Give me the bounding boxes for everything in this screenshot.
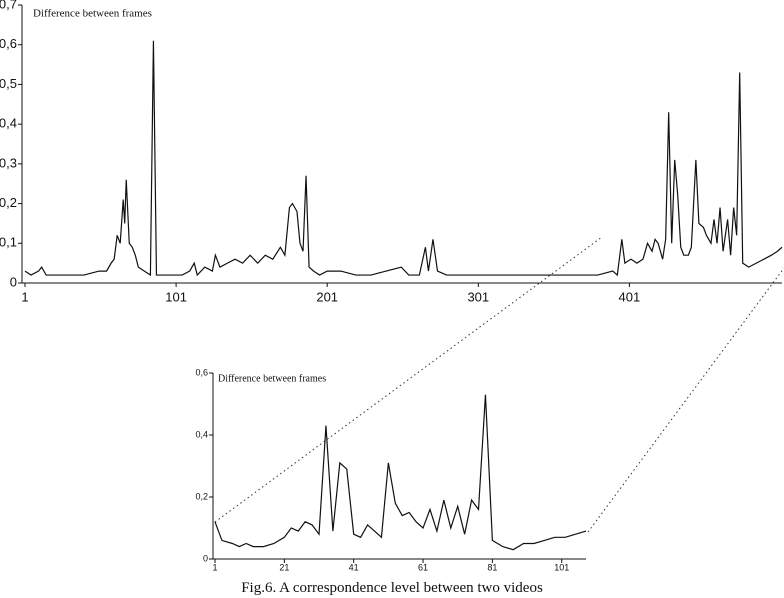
data-line	[24, 40, 783, 277]
x-tick-label: 301	[467, 289, 489, 304]
y-tick-label: 0	[10, 274, 17, 289]
x-tick-label: 1	[21, 289, 28, 304]
x-tick-label: 1	[212, 562, 217, 572]
y-tick-label: 0,7	[0, 0, 17, 11]
x-tick-label: 101	[165, 289, 187, 304]
y-tick-label: 0,4	[0, 116, 17, 131]
x-tick-label: 101	[554, 562, 569, 572]
y-tick-label: 0,6	[195, 367, 208, 377]
y-tick-label: 0,1	[0, 235, 17, 250]
x-tick-label: 81	[487, 562, 497, 572]
x-tick-label: 41	[349, 562, 359, 572]
y-tick-label: 0,3	[0, 155, 17, 170]
zoom-connector	[214, 236, 603, 523]
y-tick-label: 0,4	[195, 429, 208, 439]
zoom-connector	[587, 267, 784, 533]
y-tick-label: 0	[203, 553, 208, 563]
y-tick-label: 0,2	[195, 491, 208, 501]
y-tick-label: 0,2	[0, 195, 17, 210]
y-tick-label: 0,6	[0, 36, 17, 51]
x-tick-label: 61	[418, 562, 428, 572]
x-tick-label: 21	[279, 562, 289, 572]
y-axis-label: Difference between frames	[218, 373, 326, 384]
y-axis-label: Difference between frames	[33, 8, 152, 20]
caption: Fig.6. A correspondence level between tw…	[241, 580, 543, 596]
y-tick-label: 0,5	[0, 76, 17, 91]
data-line	[214, 394, 587, 551]
x-tick-label: 401	[619, 289, 641, 304]
x-tick-label: 201	[316, 289, 338, 304]
